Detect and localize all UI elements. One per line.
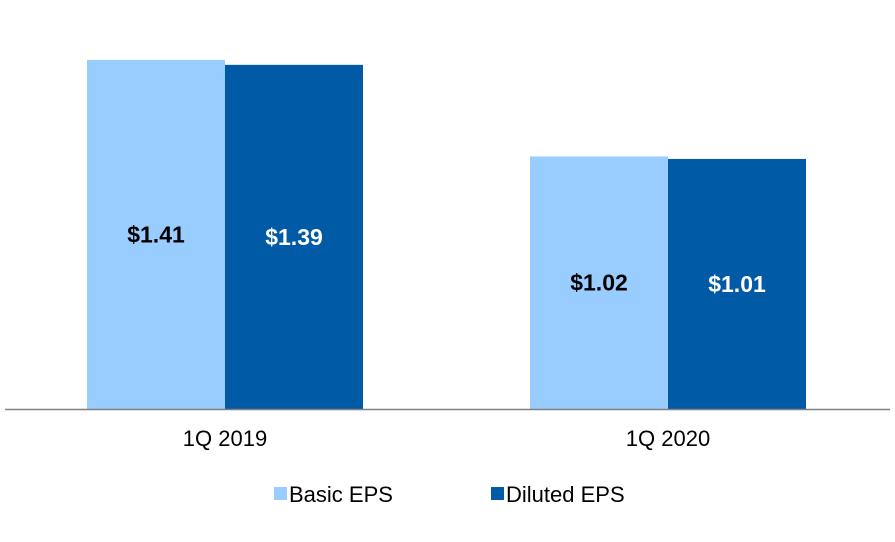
legend-label-basic-eps: Basic EPS [289,482,393,507]
legend-swatch-basic-eps [274,487,287,500]
x-tick-label: 1Q 2019 [183,426,267,451]
bar-basic-eps-1q-2019 [87,59,225,410]
data-label: $1.02 [570,270,628,296]
legend-swatch-diluted-eps [491,487,504,500]
data-label: $1.41 [127,221,185,247]
bar-diluted-eps-1q-2020 [668,158,806,409]
x-tick-labels: 1Q 2019 1Q 2020 [183,426,710,451]
bar-diluted-eps-1q-2019 [225,64,363,410]
legend-label-diluted-eps: Diluted EPS [506,482,625,507]
data-labels-layer: $1.41 $1.39 $1.02 $1.01 [127,221,766,297]
data-label: $1.01 [708,271,766,297]
legend: Basic EPS Diluted EPS [274,482,625,507]
bar-basic-eps-1q-2020 [530,156,668,409]
bars-layer [87,59,806,410]
data-label: $1.39 [265,224,323,250]
x-tick-label: 1Q 2020 [626,426,710,451]
